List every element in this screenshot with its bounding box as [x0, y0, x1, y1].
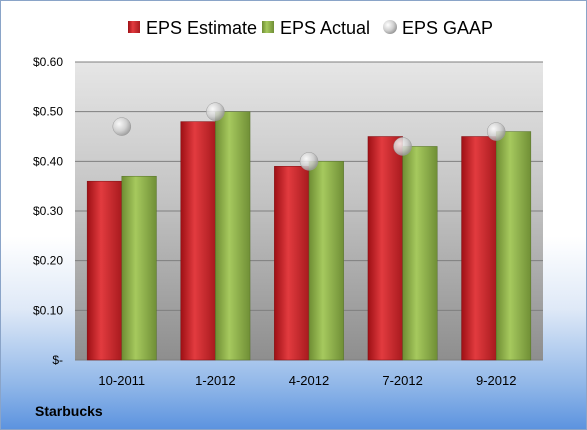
- legend-label: EPS Actual: [280, 18, 370, 38]
- x-axis: 10-2011 1-2012 4-2012 7-2012 9-2012: [98, 373, 516, 388]
- point-eps-gaap: [299, 152, 319, 171]
- point-eps-gaap: [393, 137, 412, 156]
- point-eps-gaap: [112, 117, 132, 136]
- x-tick-label: 10-2011: [98, 373, 145, 388]
- bar-eps-actual: [121, 175, 157, 361]
- bar-eps-estimate: [367, 136, 403, 361]
- bar-eps-actual: [495, 131, 532, 361]
- y-tick-label: $0.10: [33, 303, 63, 317]
- x-tick-label: 7-2012: [382, 373, 422, 388]
- x-tick-label: 1-2012: [195, 373, 235, 388]
- point-eps-gaap: [206, 102, 225, 121]
- bar-eps-actual: [308, 161, 344, 361]
- bar-eps-actual: [215, 111, 251, 361]
- y-tick-label: $0.40: [33, 154, 63, 168]
- bars: [86, 111, 532, 361]
- bar-eps-estimate: [180, 121, 216, 361]
- bar-eps-actual: [402, 146, 438, 361]
- legend-label: EPS Estimate: [146, 18, 257, 38]
- legend-swatch: [383, 20, 397, 34]
- point-eps-gaap: [486, 122, 506, 141]
- legend-label: EPS GAAP: [402, 18, 493, 38]
- bar-eps-estimate: [274, 166, 310, 361]
- company-name: Starbucks: [35, 403, 103, 419]
- y-axis: $- $0.10 $0.20 $0.30 $0.40 $0.50 $0.60: [33, 55, 63, 367]
- y-tick-label: $0.20: [33, 254, 63, 268]
- bar-eps-estimate: [461, 136, 497, 361]
- y-tick-label: $0.30: [33, 204, 63, 218]
- bar-eps-estimate: [86, 180, 123, 361]
- y-tick-label: $0.50: [33, 105, 63, 119]
- x-tick-label: 9-2012: [476, 373, 516, 388]
- chart-legend: EPS Estimate EPS Actual EPS GAAP: [128, 18, 493, 38]
- legend-swatch: [128, 21, 140, 33]
- y-tick-label: $-: [52, 353, 63, 367]
- legend-swatch: [262, 21, 274, 33]
- y-tick-label: $0.60: [33, 55, 63, 69]
- x-tick-label: 4-2012: [289, 373, 329, 388]
- gaap-points: [112, 102, 506, 171]
